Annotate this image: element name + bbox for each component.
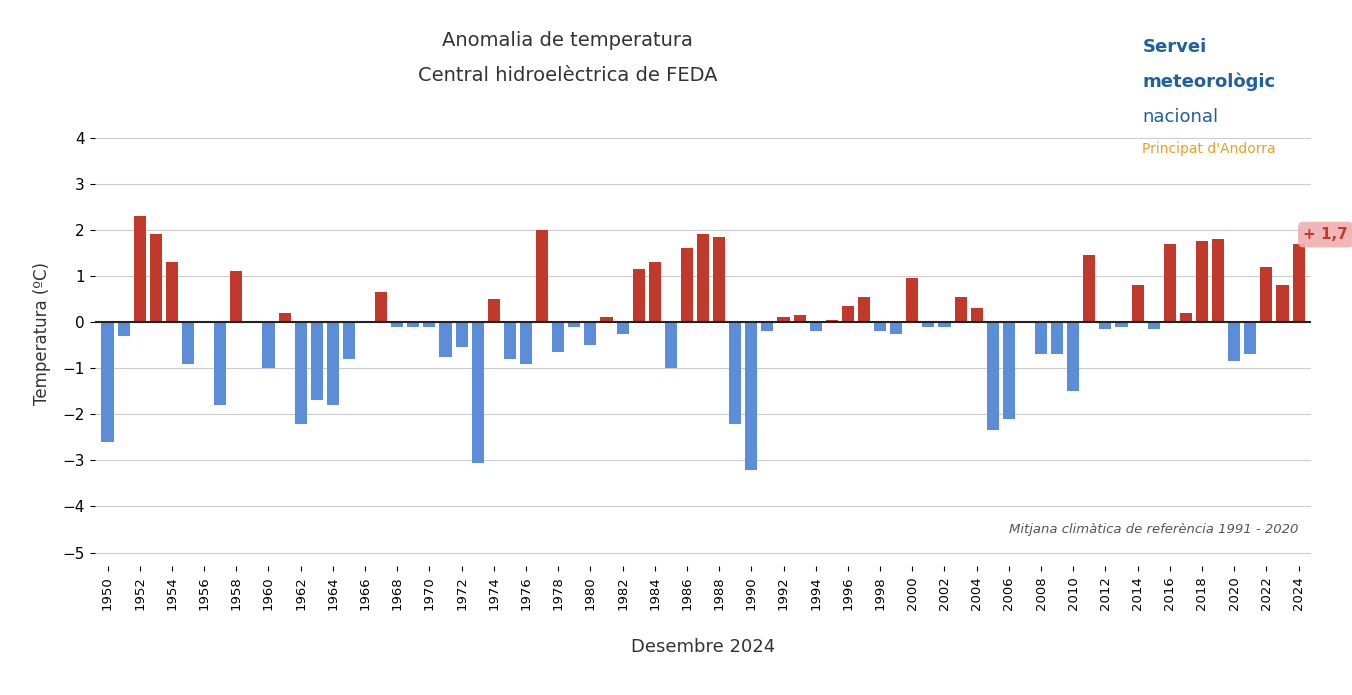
Bar	[1244, 322, 1256, 354]
Bar	[311, 322, 323, 400]
Bar	[1132, 285, 1144, 322]
Bar	[1211, 239, 1224, 322]
Bar	[600, 318, 612, 322]
Bar	[279, 313, 291, 322]
Bar	[1083, 255, 1095, 322]
Bar	[890, 322, 902, 334]
Bar	[1260, 267, 1272, 322]
Bar	[681, 248, 694, 322]
Bar	[568, 322, 580, 327]
Bar	[1228, 322, 1240, 361]
Text: Central hidroelèctrica de FEDA: Central hidroelèctrica de FEDA	[418, 66, 718, 85]
Bar	[1003, 322, 1015, 419]
Bar	[1148, 322, 1160, 329]
Bar	[1115, 322, 1128, 327]
Bar	[873, 322, 886, 332]
Bar	[633, 269, 645, 322]
Bar	[859, 297, 871, 322]
Text: Principat d'Andorra: Principat d'Andorra	[1142, 142, 1276, 156]
Bar	[922, 322, 934, 327]
Bar	[262, 322, 274, 368]
Bar	[1067, 322, 1079, 391]
Bar	[971, 309, 983, 322]
Bar	[1197, 241, 1209, 322]
Text: nacional: nacional	[1142, 108, 1218, 126]
Bar	[617, 322, 629, 334]
Bar	[1036, 322, 1046, 354]
Bar	[1099, 322, 1111, 329]
Bar	[1293, 244, 1305, 322]
Text: Mitjana climàtica de referència 1991 - 2020: Mitjana climàtica de referència 1991 - 2…	[1009, 523, 1298, 536]
Bar	[1276, 285, 1288, 322]
Bar	[745, 322, 757, 470]
Bar	[407, 322, 419, 327]
Bar	[729, 322, 741, 423]
Bar	[906, 278, 918, 322]
Bar	[214, 322, 226, 405]
Bar	[987, 322, 999, 430]
Bar	[552, 322, 564, 352]
Bar	[295, 322, 307, 423]
Bar	[649, 262, 661, 322]
Bar	[1051, 322, 1063, 354]
Bar	[1180, 313, 1192, 322]
Bar	[842, 306, 854, 322]
Bar	[343, 322, 356, 359]
Bar	[1164, 244, 1176, 322]
Bar	[488, 299, 500, 322]
Bar	[698, 234, 708, 322]
Bar	[955, 297, 967, 322]
Y-axis label: Temperatura (ºC): Temperatura (ºC)	[34, 262, 51, 405]
Bar	[375, 292, 387, 322]
Bar	[521, 322, 533, 363]
Bar	[665, 322, 677, 368]
Bar	[938, 322, 950, 327]
Bar	[166, 262, 178, 322]
Text: + 1,7: + 1,7	[1303, 227, 1348, 242]
Bar	[391, 322, 403, 327]
Bar	[794, 315, 806, 322]
Bar	[230, 271, 242, 322]
Bar	[504, 322, 516, 359]
Bar	[423, 322, 435, 327]
Bar	[584, 322, 596, 345]
Bar	[826, 320, 838, 322]
Bar	[535, 230, 548, 322]
Bar	[472, 322, 484, 463]
Bar	[810, 322, 822, 332]
Bar	[183, 322, 195, 363]
Bar	[134, 216, 146, 322]
X-axis label: Desembre 2024: Desembre 2024	[631, 638, 775, 656]
Bar	[118, 322, 130, 336]
Text: Servei: Servei	[1142, 38, 1207, 56]
Bar	[456, 322, 468, 348]
Bar	[439, 322, 452, 357]
Text: Anomalia de temperatura: Anomalia de temperatura	[442, 31, 694, 50]
Bar	[327, 322, 339, 405]
Bar	[761, 322, 773, 332]
Text: meteorològic: meteorològic	[1142, 73, 1275, 92]
Bar	[713, 237, 725, 322]
Bar	[150, 234, 162, 322]
Bar	[101, 322, 114, 442]
Bar	[777, 318, 790, 322]
